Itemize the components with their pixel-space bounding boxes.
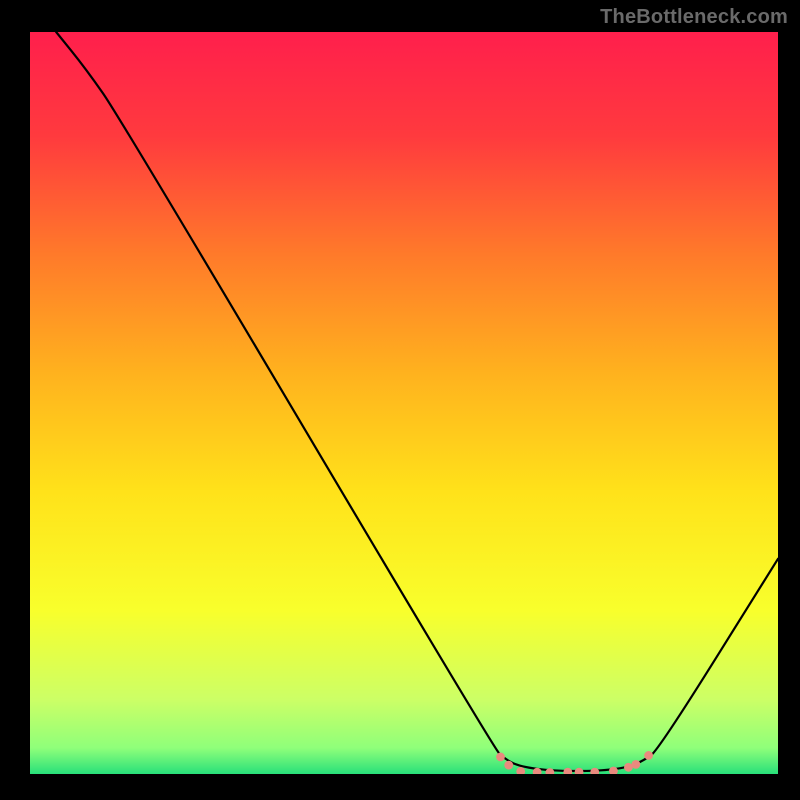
frame-border-right — [778, 0, 800, 800]
plot-svg — [30, 32, 778, 774]
frame-border-left — [0, 0, 30, 800]
watermark-label: TheBottleneck.com — [600, 6, 788, 29]
bottleneck-plot — [30, 32, 778, 774]
optimal-dot — [624, 763, 633, 772]
optimal-dot — [496, 753, 505, 762]
optimal-dot — [644, 751, 653, 760]
frame-border-bottom — [0, 774, 800, 800]
optimal-dot — [504, 761, 513, 770]
optimal-dot — [631, 760, 640, 769]
gradient-background — [30, 32, 778, 774]
